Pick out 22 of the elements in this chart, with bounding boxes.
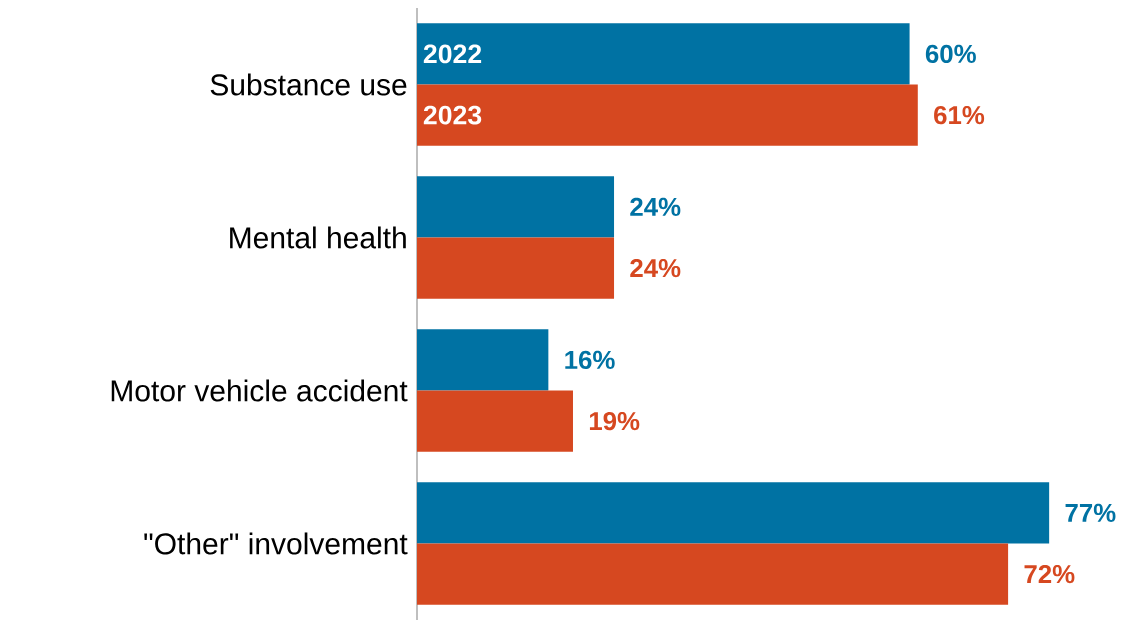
bar (417, 329, 549, 391)
data-label: 77% (1065, 503, 1116, 522)
bar (417, 543, 1009, 605)
bar (417, 84, 918, 146)
data-label: 24% (630, 197, 681, 217)
data-label: 19% (589, 411, 640, 431)
data-label: 24% (630, 258, 681, 278)
data-label: 61% (934, 105, 985, 125)
bar (417, 23, 910, 85)
bar (417, 390, 573, 452)
data-label: 72% (1024, 564, 1075, 584)
series-label: 2023 (423, 105, 482, 125)
y-tick-label: Motor vehicle accident (111, 379, 408, 402)
data-label: 60% (925, 44, 976, 64)
y-tick-label: "Other" involvement (144, 532, 408, 555)
y-tick-label: Substance use (210, 73, 407, 96)
bar (417, 237, 615, 299)
series-label: 2022 (423, 44, 482, 64)
bar (417, 176, 615, 238)
bar (417, 482, 1050, 544)
y-tick-label: Mental health (230, 226, 406, 249)
data-label: 16% (565, 350, 615, 370)
